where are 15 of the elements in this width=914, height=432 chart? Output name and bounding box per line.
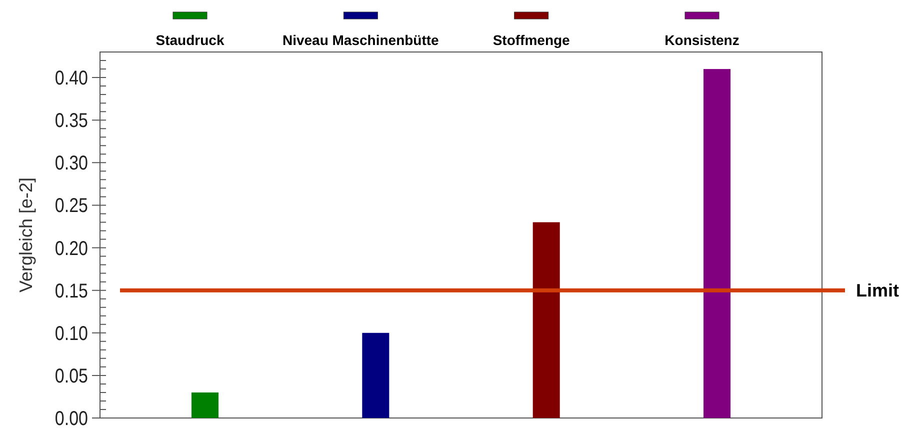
y-tick-label: 0.00 [54, 406, 88, 430]
y-tick-label: 0.20 [54, 236, 88, 260]
y-tick-label: 0.40 [54, 66, 88, 89]
y-tick-label: 0.05 [54, 364, 88, 387]
legend-label: Staudruck [156, 32, 224, 48]
y-tick-label: 0.35 [54, 108, 88, 132]
ref-line-label: Limit [856, 280, 899, 301]
y-tick-label: 0.10 [54, 322, 88, 344]
y-tick-label: 0.15 [54, 279, 88, 302]
y-tick-label: 0.30 [54, 151, 88, 174]
legend-label: Stoffmenge [492, 32, 570, 48]
legend-label: Konsistenz [664, 32, 740, 48]
y-tick-label: 0.25 [54, 194, 88, 217]
legend-label: Niveau Maschinenbütte [282, 32, 440, 48]
y-axis-title: Vergleich [e-2] [16, 177, 36, 293]
